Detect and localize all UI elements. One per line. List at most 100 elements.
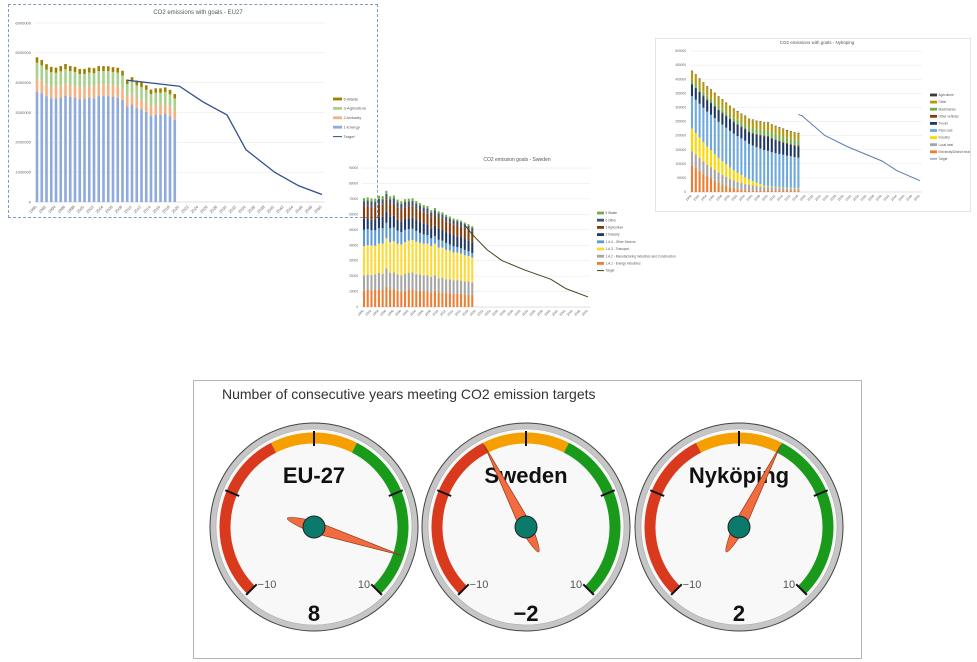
bar-segment-agriculture <box>759 121 762 122</box>
bar-segment-1-a-4-other-sectors <box>441 240 444 248</box>
legend-swatch <box>930 143 937 147</box>
gauge-tick <box>245 583 258 596</box>
bar-segment-industry <box>732 170 735 181</box>
bar-segment-electricity-district-heat <box>778 190 781 192</box>
bar-segment-trucks <box>774 140 777 154</box>
legend-swatch <box>597 233 604 236</box>
x-tick-label: 2038 <box>256 204 266 214</box>
bar-segment-5-waste <box>130 77 134 82</box>
legend-label: Trucks <box>939 121 949 125</box>
bar-segment-1-a-1-energy-industries <box>370 290 373 307</box>
bar-segment-1-energy <box>111 96 115 202</box>
bar-segment-2-industry <box>144 102 148 112</box>
bar-segment-1-energy <box>121 99 124 202</box>
bar-segment-1-a-4-other-sectors <box>460 248 463 254</box>
bar-segment-local-heat <box>774 187 777 191</box>
bar-segment-1-a-4-other-sectors <box>463 249 466 256</box>
x-tick-label: 2034 <box>852 194 860 202</box>
bar-segment-agriculture <box>698 78 701 79</box>
bar-segment-agriculture <box>728 105 732 107</box>
bar-segment-machineries <box>732 117 735 122</box>
bar-segment-2-industry <box>385 211 388 223</box>
bar-segment-trucks <box>706 100 709 112</box>
bar-segment-local-heat <box>717 172 720 183</box>
bar-segment-machineries <box>770 132 773 138</box>
bar-segment-2-industry <box>45 84 48 97</box>
bar-segment-machineries <box>751 127 754 133</box>
y-tick-label: 250000 <box>675 120 686 124</box>
x-tick-label: 2034 <box>521 309 529 317</box>
bar-segment-other-vehicles <box>698 91 701 93</box>
bar-segment-industry <box>789 187 792 189</box>
bar-segment-1-a-2-manufacturing-industries-and-construction <box>400 275 403 292</box>
bar-segment-pass-cars <box>763 149 766 186</box>
bar-segment-5-waste <box>430 210 433 213</box>
gauge-value: 2 <box>733 601 745 626</box>
bar-segment-1-a-3-transport <box>456 252 459 281</box>
bar-segment-6-other <box>392 198 395 204</box>
bar-segment-agriculture <box>740 113 743 115</box>
bar-segment-electricity-district-heat <box>717 182 720 192</box>
bar-segment-electricity-district-heat <box>725 185 728 192</box>
x-tick-label: 2030 <box>506 309 514 317</box>
legend-swatch <box>930 129 937 132</box>
x-tick-label: 2042 <box>882 194 890 202</box>
bar-segment-5-waste <box>49 66 53 73</box>
bar-segment-2-industry <box>149 106 153 117</box>
legend-swatch <box>333 107 342 110</box>
y-tick-label: 0 <box>356 305 358 309</box>
bar-segment-local-heat <box>713 170 716 181</box>
bar-segment-2-industry <box>135 97 139 109</box>
bar-segment-2-industry <box>396 219 399 231</box>
bar-segment-machineries <box>797 140 800 146</box>
bar-segment-3-agriculture <box>374 207 377 220</box>
y-tick-label: 60000 <box>349 212 358 216</box>
bar-segment-3-agriculture <box>135 85 139 98</box>
bar-segment-5-waste <box>437 211 440 214</box>
bar-segment-other-vehicles <box>759 134 762 136</box>
bar-segment-5-waste <box>422 205 425 208</box>
bar-segment-electricity-district-heat <box>759 190 762 192</box>
bar-segment-pass-cars <box>706 111 709 147</box>
legend-swatch <box>930 114 937 118</box>
bar-segment-pass-cars <box>747 143 751 180</box>
bar-segment-1-a-4-other-sectors <box>381 228 384 244</box>
bar-segment-1-a-1-energy-industries <box>460 293 463 307</box>
bar-segment-agriculture <box>747 118 751 120</box>
bar-segment-other-vehicles <box>725 115 728 117</box>
bar-segment-3-agriculture <box>97 71 101 85</box>
bar-segment-electricity-district-heat <box>698 170 701 192</box>
bar-segment-3-agriculture <box>73 71 77 86</box>
bar-segment-machineries <box>759 129 762 135</box>
x-tick-label: 2026 <box>491 309 499 317</box>
bar-segment-2-industry <box>452 235 455 247</box>
bar-segment-5-waste <box>471 226 474 228</box>
bar-segment-agriculture <box>789 131 792 132</box>
bar-segment-3-agriculture <box>392 203 395 216</box>
bar-segment-industry <box>728 167 732 179</box>
bar-segment-5-waste <box>111 67 115 72</box>
x-tick-label: 2018 <box>791 194 799 202</box>
bar-segment-agriculture <box>694 74 697 75</box>
bar-segment-other-vehicles <box>728 118 732 120</box>
gauge-min-label: −10 <box>258 579 277 591</box>
y-tick-label: 4000000 <box>15 80 31 85</box>
bar-segment-industry <box>751 181 754 186</box>
bar-segment-1-a-2-manufacturing-industries-and-construction <box>456 280 459 294</box>
bar-segment-other-vehicles <box>721 112 724 114</box>
x-tick-label: 2046 <box>898 194 906 202</box>
x-tick-label: 2008 <box>753 194 761 202</box>
bar-segment-other-vehicles <box>740 126 743 128</box>
bar-segment-agriculture <box>744 115 747 117</box>
x-tick-label: 2038 <box>536 309 544 317</box>
bar-segment-local-heat <box>763 186 766 191</box>
gauge-tick <box>370 583 383 596</box>
bar-segment-other <box>717 96 720 106</box>
gauge-value: −2 <box>513 601 538 626</box>
bar-segment-1-a-4-other-sectors <box>456 247 459 253</box>
bar-segment-other-vehicles <box>713 105 716 107</box>
x-tick-label: 2006 <box>104 204 114 214</box>
bar-segment-6-other <box>456 221 459 226</box>
bar-segment-electricity-district-heat <box>721 184 724 192</box>
bar-segment-1-a-1-energy-industries <box>430 292 433 307</box>
